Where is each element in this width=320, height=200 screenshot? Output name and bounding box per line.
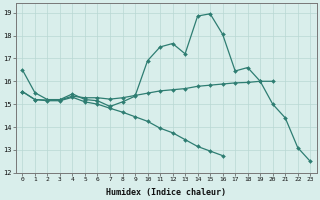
X-axis label: Humidex (Indice chaleur): Humidex (Indice chaleur) xyxy=(106,188,226,197)
